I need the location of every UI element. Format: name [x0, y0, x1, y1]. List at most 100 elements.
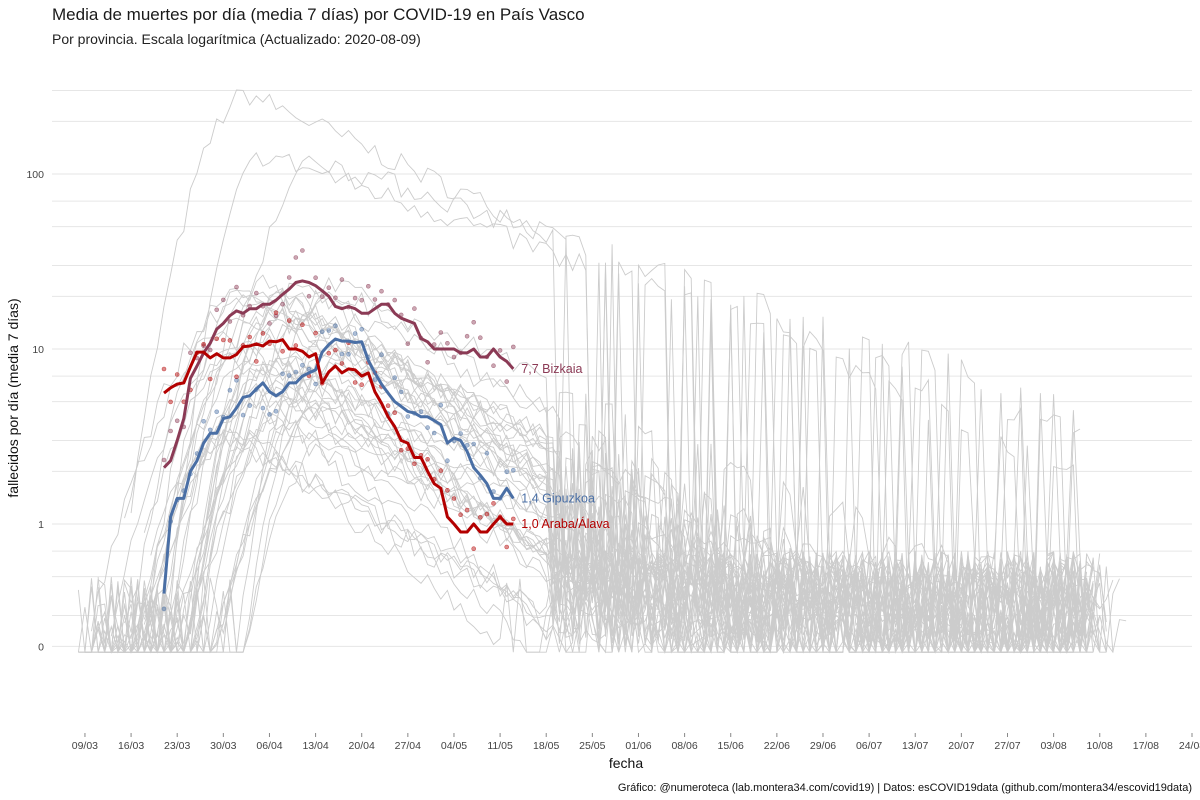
daily-point [214, 307, 219, 313]
x-tick-label: 11/05 [487, 740, 513, 752]
daily-point [260, 331, 266, 336]
x-tick-label: 13/07 [902, 740, 928, 752]
x-tick-label: 15/06 [718, 740, 744, 752]
background-province-line [137, 291, 1101, 653]
daily-point [438, 402, 444, 408]
chart-subtitle: Por provincia. Escala logarítmica (Actua… [52, 31, 421, 47]
daily-point [319, 294, 325, 300]
series-layer: 7,7 Bizkaia 1,4 Gipuzkoa 1,0 Araba/Álava [162, 279, 610, 594]
series-end-label: 1,0 Araba/Álava [521, 516, 609, 531]
daily-point [352, 380, 358, 385]
daily-point [333, 295, 338, 301]
daily-point [372, 297, 378, 302]
daily-point [398, 447, 404, 453]
daily-point [372, 377, 378, 382]
daily-point [267, 412, 272, 417]
daily-point [425, 425, 430, 430]
daily-point [477, 335, 483, 341]
daily-point [491, 363, 496, 369]
daily-point [445, 458, 450, 464]
daily-point [484, 450, 490, 456]
y-tick-label: 100 [26, 169, 44, 181]
background-province-line [84, 361, 1088, 654]
daily-point [319, 329, 325, 335]
daily-point [326, 328, 332, 333]
daily-point [425, 456, 430, 462]
axis-layer: 09/03 16/03 23/03 30/03 06/04 13/04 20/04 27/04… [26, 169, 1200, 752]
daily-point [504, 544, 510, 550]
daily-point [365, 283, 371, 289]
x-tick-label: 20/07 [948, 740, 974, 752]
x-tick-label: 16/03 [118, 740, 144, 752]
daily-point [286, 275, 292, 280]
daily-point [471, 441, 477, 447]
x-tick-label: 06/07 [856, 740, 882, 752]
x-tick-label: 30/03 [210, 740, 236, 752]
daily-point [201, 343, 206, 349]
background-province-line [78, 321, 1094, 654]
daily-point [168, 399, 173, 405]
daily-point [458, 512, 463, 518]
daily-point [313, 381, 318, 387]
daily-point [293, 343, 299, 348]
daily-point [425, 359, 430, 365]
daily-point [510, 344, 516, 350]
y-axis-title: fallecidos por día (media 7 días) [5, 298, 21, 497]
daily-point [352, 295, 358, 301]
daily-point [418, 409, 424, 415]
daily-point [234, 284, 239, 290]
daily-point [405, 414, 411, 419]
daily-point [221, 337, 226, 343]
daily-point [438, 468, 444, 473]
background-province-line [91, 347, 1088, 653]
daily-point [188, 350, 193, 356]
daily-point [300, 322, 305, 328]
chart-title: Media de muertes por día (media 7 días) … [52, 5, 585, 24]
daily-point [253, 359, 259, 364]
x-tick-label: 23/03 [164, 740, 190, 752]
background-province-line [78, 287, 1074, 653]
daily-point [464, 333, 470, 339]
daily-point [464, 507, 470, 513]
x-tick-label: 01/06 [625, 740, 651, 752]
daily-point [207, 376, 213, 382]
daily-point [458, 431, 463, 436]
daily-point [339, 361, 345, 366]
daily-point [359, 326, 365, 332]
daily-point [333, 347, 338, 353]
x-tick-label: 22/06 [764, 740, 790, 752]
daily-point [412, 461, 417, 467]
daily-point [227, 338, 233, 343]
x-tick-label: 27/07 [994, 740, 1020, 752]
x-tick-label: 03/08 [1040, 740, 1066, 752]
background-province-line [77, 287, 1081, 654]
x-tick-label: 10/08 [1087, 740, 1113, 752]
background-province-line [77, 291, 1074, 653]
y-tick-label: 0 [38, 641, 44, 653]
y-tick-label: 10 [32, 344, 44, 356]
daily-point [201, 341, 206, 347]
daily-point [234, 374, 239, 380]
daily-point [484, 511, 490, 517]
series-line-gipuzkoa [162, 337, 515, 594]
daily-point [510, 516, 516, 522]
x-tick-label: 13/04 [302, 740, 328, 752]
daily-point [431, 430, 437, 436]
daily-point [352, 331, 358, 336]
daily-point [405, 341, 411, 347]
daily-point [477, 514, 483, 520]
daily-point [273, 313, 279, 319]
daily-point [313, 330, 318, 336]
daily-point [445, 340, 450, 346]
x-tick-label: 09/03 [72, 740, 98, 752]
daily-point [392, 297, 398, 303]
daily-point [221, 297, 226, 303]
daily-point [227, 319, 233, 324]
daily-point [247, 334, 252, 340]
daily-point [280, 348, 285, 354]
daily-point [293, 369, 299, 375]
daily-point [267, 321, 272, 326]
daily-point [333, 323, 338, 329]
daily-point [300, 248, 305, 253]
